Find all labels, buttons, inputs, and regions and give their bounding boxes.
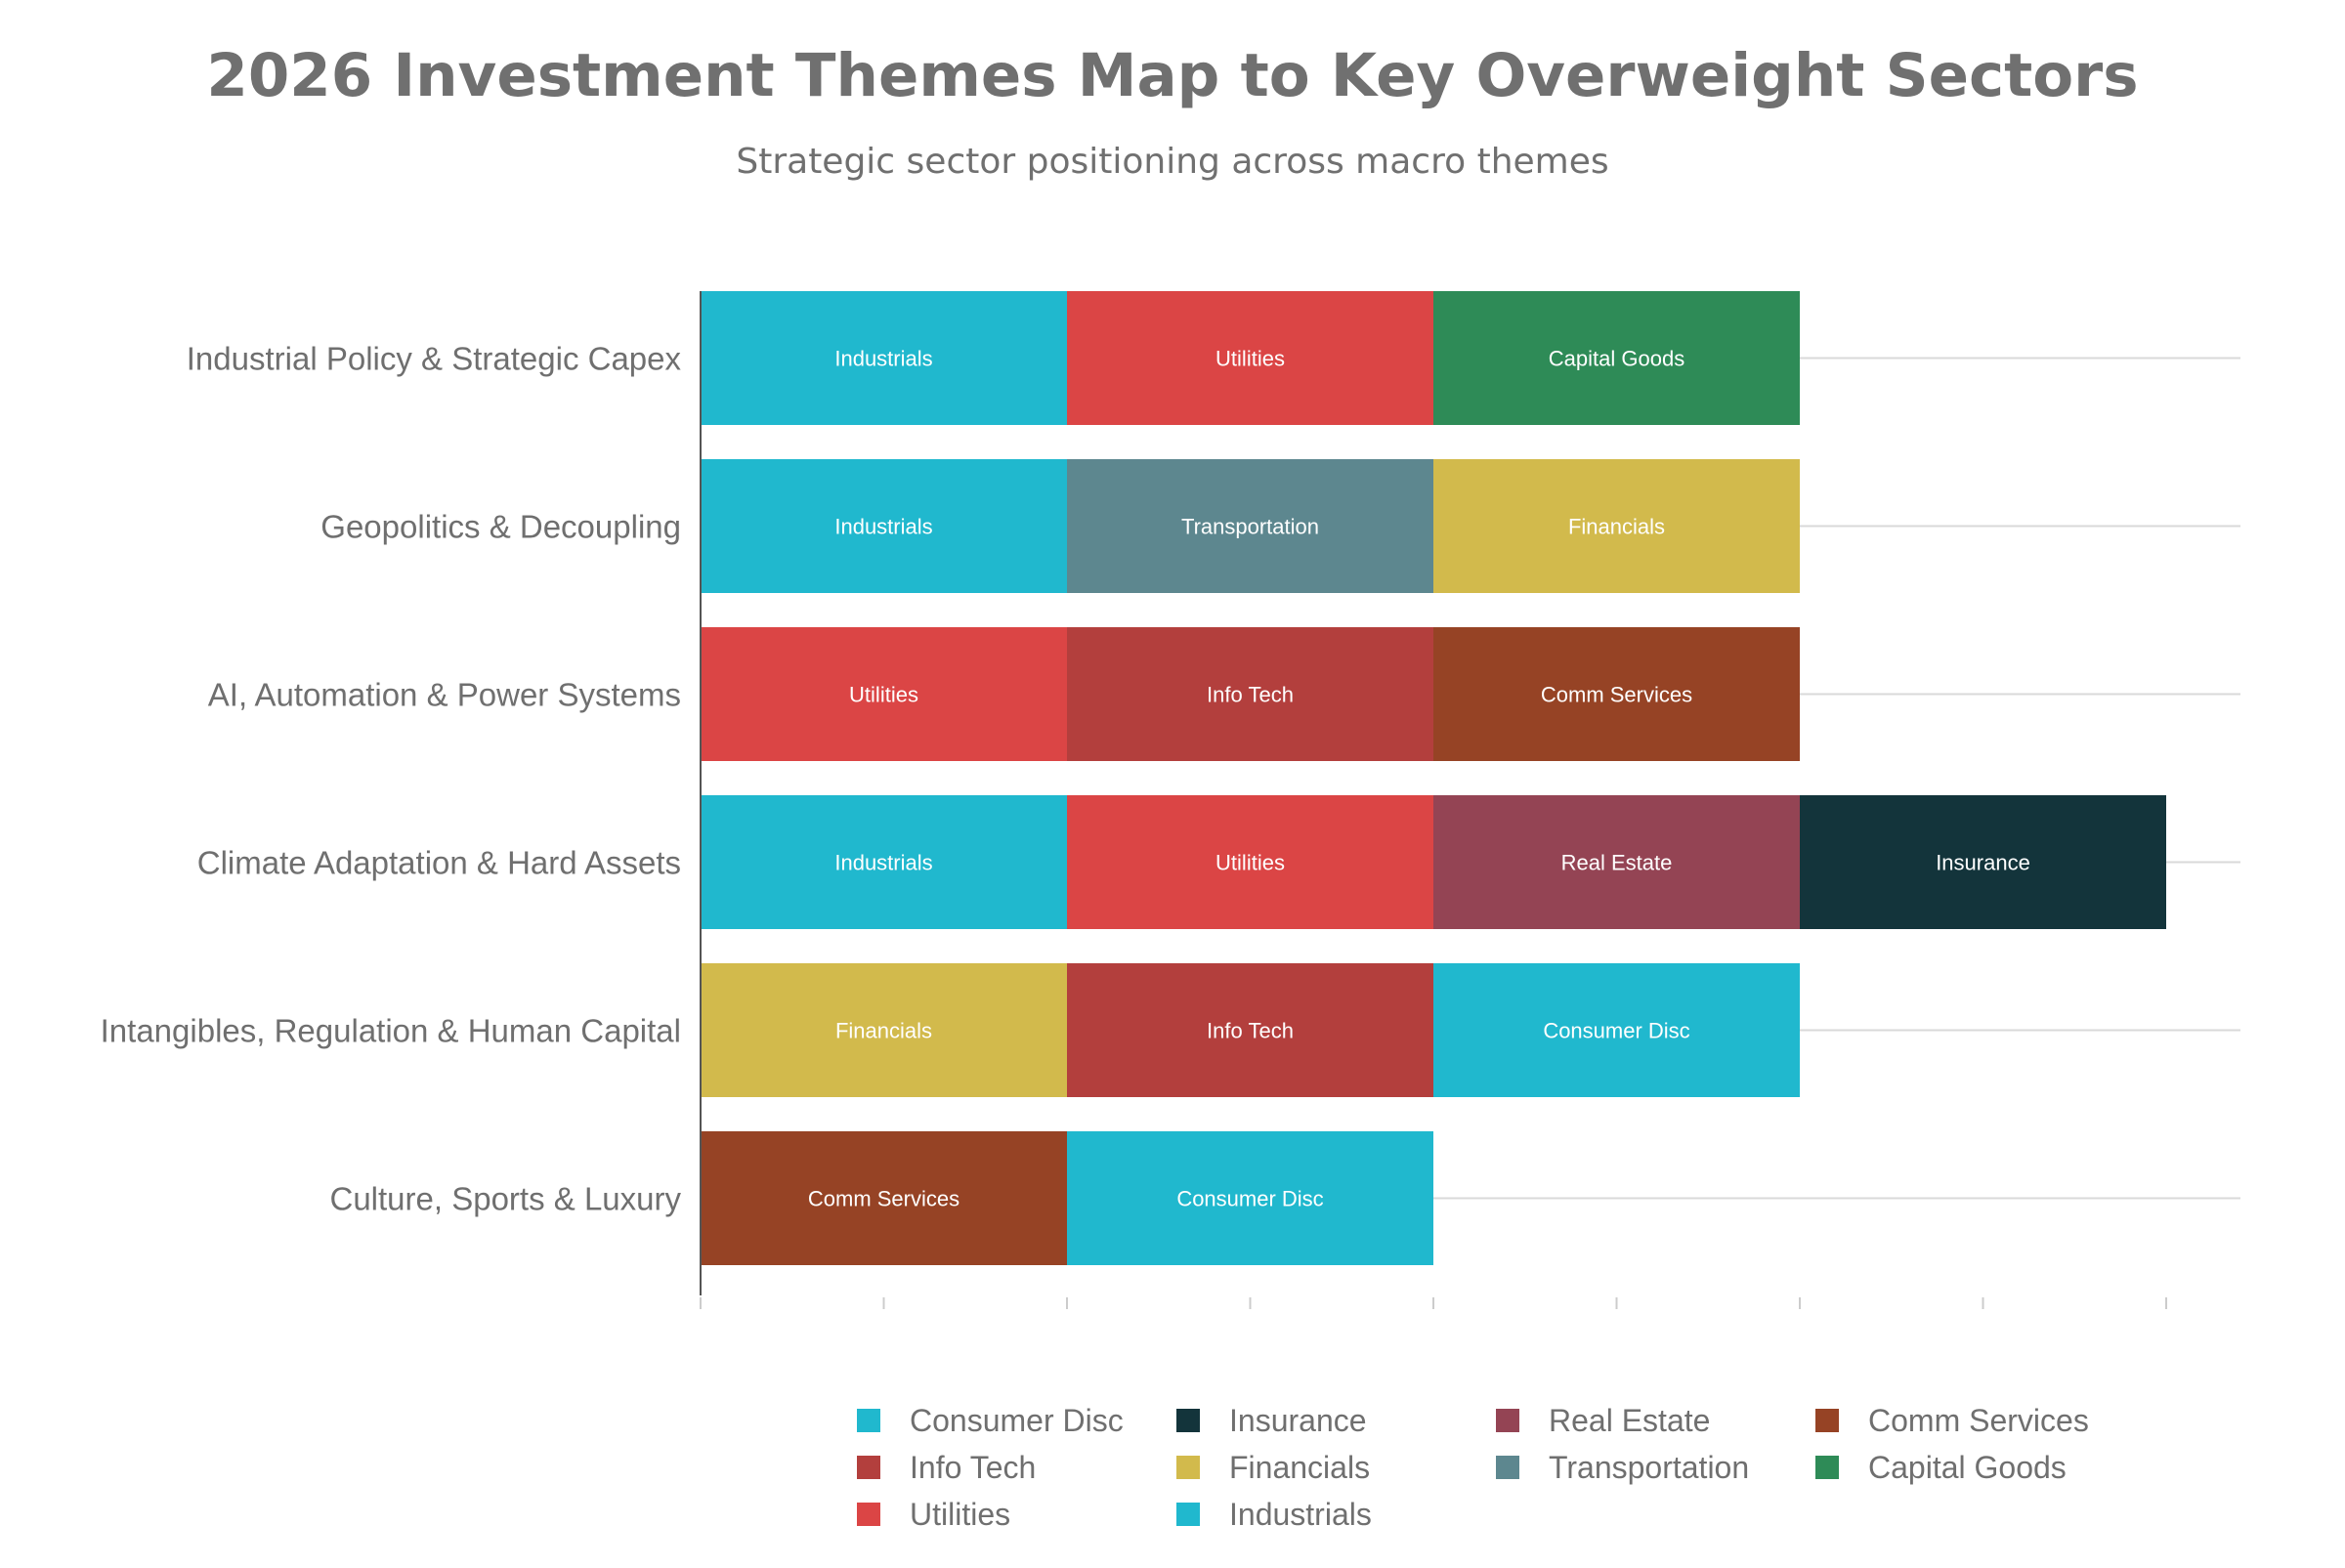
bar-segment bbox=[1067, 459, 1433, 593]
bar-segment bbox=[1433, 627, 1800, 761]
legend-swatch bbox=[857, 1409, 880, 1432]
legend-item: Real Estate bbox=[1496, 1403, 1710, 1438]
bar-segment-label: Utilities bbox=[849, 683, 918, 707]
bar-segment-label: Utilities bbox=[1215, 347, 1285, 371]
legend-item: Insurance bbox=[1176, 1403, 1367, 1438]
bar-segment bbox=[1067, 963, 1433, 1097]
bar-segment bbox=[1433, 291, 1800, 425]
legend-item: Capital Goods bbox=[1815, 1450, 2067, 1485]
legend-label: Utilities bbox=[910, 1497, 1010, 1532]
bar-segment bbox=[701, 963, 1067, 1097]
category-label: Climate Adaptation & Hard Assets bbox=[197, 845, 681, 881]
category-label: Intangibles, Regulation & Human Capital bbox=[101, 1013, 681, 1049]
bar-segment-label: Industrials bbox=[834, 515, 932, 539]
plot-area: Industrials Utilities Capital Goods Industr… bbox=[101, 291, 2240, 1309]
legend-label: Comm Services bbox=[1868, 1403, 2089, 1438]
legend-label: Real Estate bbox=[1549, 1403, 1710, 1438]
bar-segment bbox=[1067, 795, 1433, 929]
legend-swatch bbox=[1496, 1409, 1519, 1432]
bar-segment-label: Info Tech bbox=[1207, 683, 1294, 707]
legend-item: Industrials bbox=[1176, 1497, 1372, 1532]
chart-subtitle: Strategic sector positioning across macr… bbox=[736, 142, 1608, 182]
legend-item: Consumer Disc bbox=[857, 1403, 1124, 1438]
legend-swatch bbox=[1176, 1503, 1200, 1526]
bar-segment bbox=[1433, 795, 1800, 929]
bar-segment bbox=[701, 459, 1067, 593]
bar-segment-label: Consumer Disc bbox=[1543, 1019, 1689, 1043]
legend-label: Capital Goods bbox=[1868, 1450, 2067, 1485]
legend-label: Info Tech bbox=[910, 1450, 1036, 1485]
bar-segment-label: Financials bbox=[1568, 515, 1665, 539]
legend-label: Transportation bbox=[1549, 1450, 1749, 1485]
bar-segment bbox=[1433, 963, 1800, 1097]
legend-item: Transportation bbox=[1496, 1450, 1749, 1485]
bar-segment bbox=[1067, 627, 1433, 761]
bar-segment-label: Capital Goods bbox=[1549, 347, 1684, 371]
legend: Consumer Disc Insurance Real Estate Comm Se… bbox=[857, 1403, 2089, 1532]
legend-swatch bbox=[1496, 1456, 1519, 1479]
bar-segment-label: Industrials bbox=[834, 347, 932, 371]
legend-swatch bbox=[1176, 1456, 1200, 1479]
legend-label: Financials bbox=[1229, 1450, 1370, 1485]
bar-segment-label: Transportation bbox=[1181, 515, 1319, 539]
legend-item: Utilities bbox=[857, 1497, 1010, 1532]
legend-swatch bbox=[857, 1456, 880, 1479]
category-label: Geopolitics & Decoupling bbox=[320, 509, 681, 545]
legend-item: Financials bbox=[1176, 1450, 1370, 1485]
bar-segment bbox=[701, 1131, 1067, 1265]
bar-segment-label: Real Estate bbox=[1561, 851, 1673, 875]
legend-item: Info Tech bbox=[857, 1450, 1036, 1485]
category-label: AI, Automation & Power Systems bbox=[208, 677, 681, 713]
bar-segment-label: Industrials bbox=[834, 851, 932, 875]
bar-segment-label: Consumer Disc bbox=[1176, 1187, 1323, 1211]
legend-swatch bbox=[1176, 1409, 1200, 1432]
bar-segment bbox=[701, 795, 1067, 929]
legend-swatch bbox=[1815, 1409, 1839, 1432]
bar-segment-label: Info Tech bbox=[1207, 1019, 1294, 1043]
legend-swatch bbox=[1815, 1456, 1839, 1479]
bar-segment bbox=[701, 291, 1067, 425]
category-label: Culture, Sports & Luxury bbox=[330, 1181, 682, 1217]
bar-segment-label: Utilities bbox=[1215, 851, 1285, 875]
category-label: Industrial Policy & Strategic Capex bbox=[187, 341, 682, 377]
bar-segment bbox=[701, 627, 1067, 761]
bar-segment-label: Financials bbox=[835, 1019, 932, 1043]
legend-item: Comm Services bbox=[1815, 1403, 2089, 1438]
bar-segment bbox=[1800, 795, 2166, 929]
chart-title: 2026 Investment Themes Map to Key Overwe… bbox=[206, 41, 2138, 110]
legend-label: Insurance bbox=[1229, 1403, 1367, 1438]
bar-segment-label: Insurance bbox=[1936, 851, 2030, 875]
legend-label: Industrials bbox=[1229, 1497, 1372, 1532]
legend-swatch bbox=[857, 1503, 880, 1526]
bar-segment bbox=[1067, 1131, 1433, 1265]
bar-segment-label: Comm Services bbox=[1541, 683, 1692, 707]
bar-segment bbox=[1067, 291, 1433, 425]
bar-segment-label: Comm Services bbox=[808, 1187, 959, 1211]
bar-segment bbox=[1433, 459, 1800, 593]
legend-label: Consumer Disc bbox=[910, 1403, 1124, 1438]
